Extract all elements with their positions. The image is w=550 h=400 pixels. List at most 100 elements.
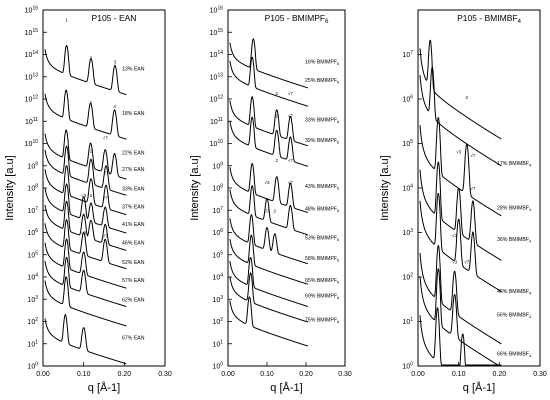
y-tick-base: 10 — [27, 341, 35, 348]
y-tick-exponent: 2 — [220, 317, 223, 323]
series-label-subscript: 6 — [337, 61, 340, 66]
y-tick-label: 106 — [27, 228, 38, 237]
y-tick-base: 10 — [212, 252, 220, 259]
series-label: 56% BMIMBF4 — [497, 312, 532, 319]
y-tick-base: 10 — [402, 97, 410, 104]
y-tick-base: 10 — [402, 230, 410, 237]
y-tick-label: 1016 — [25, 6, 39, 15]
series-curve — [44, 256, 127, 307]
series-label-main: 37% EAN — [122, 205, 145, 211]
series-curve — [229, 38, 309, 89]
series-label-subscript: 6 — [337, 186, 340, 191]
series-curve — [419, 192, 502, 292]
series-label: 52% EAN — [122, 260, 145, 266]
series-label-main: 39% BMIMPF — [305, 138, 337, 144]
y-tick-exponent: 7 — [410, 50, 413, 56]
y-tick-base: 10 — [402, 364, 410, 371]
series-label-subscript: 4 — [529, 163, 532, 168]
peak-index-label: 2 — [90, 148, 93, 153]
peak-index-label: √7 — [288, 180, 293, 185]
series-label-subscript: 4 — [529, 238, 532, 243]
y-tick-exponent: 2 — [410, 273, 413, 279]
y-tick-label: 107 — [212, 206, 223, 215]
series-label-main: 41% EAN — [122, 222, 145, 228]
peak-index-label: √3 — [265, 208, 270, 213]
series-label: 37% EAN — [122, 205, 145, 211]
peak-index-label: 2 — [89, 100, 92, 105]
y-tick-exponent: 2 — [35, 317, 38, 323]
y-tick-base: 10 — [210, 141, 218, 148]
x-tick-label: 0.20 — [118, 371, 132, 378]
y-tick-label: 101 — [212, 339, 223, 348]
y-tick-label: 105 — [27, 250, 38, 259]
series-label: 22% EAN — [122, 151, 145, 157]
series-curve — [44, 89, 127, 140]
series-curve — [44, 200, 127, 251]
y-tick-exponent: 10 — [32, 139, 38, 145]
x-tick-label: 0.10 — [260, 371, 274, 378]
series-label-main: 75% BMIMPF — [305, 318, 337, 324]
y-tick-base: 10 — [212, 275, 220, 282]
x-tick-label: 0.00 — [221, 371, 235, 378]
y-tick-base: 10 — [402, 186, 410, 193]
series-label-subscript: 4 — [529, 207, 532, 212]
series-curve — [229, 256, 309, 307]
series-label: 41% EAN — [122, 222, 145, 228]
series-curve — [44, 44, 127, 96]
series-label: 33% BMIMPF6 — [305, 117, 340, 124]
series-label: 33% EAN — [122, 186, 145, 192]
y-tick-exponent: 14 — [32, 50, 38, 56]
peak-index-label: 2 — [274, 208, 277, 213]
series-curve — [419, 39, 502, 140]
peak-index-label: √7 — [470, 153, 475, 158]
series-label: 17% BMIMBF4 — [497, 161, 532, 168]
series-label-subscript: 4 — [529, 291, 532, 296]
series-label-subscript: 6 — [337, 319, 340, 324]
y-tick-exponent: 4 — [220, 273, 223, 279]
y-tick-base: 10 — [212, 319, 220, 326]
series-label-main: 27% EAN — [122, 167, 145, 173]
series-label-main: 16% BMIMPF — [305, 60, 337, 66]
series-curve — [229, 185, 309, 236]
y-tick-exponent: 0 — [35, 362, 38, 368]
y-tick-label: 107 — [402, 50, 413, 59]
series-curve — [229, 162, 309, 214]
y-tick-label: 103 — [212, 295, 223, 304]
series-curve — [44, 276, 127, 327]
series-label-main: 57% EAN — [122, 278, 145, 284]
y-tick-label: 109 — [212, 161, 223, 170]
y-tick-exponent: 1 — [35, 339, 38, 345]
peak-index-label: √7 — [464, 260, 469, 265]
series-label: 46% EAN — [122, 240, 145, 246]
y-tick-label: 1015 — [210, 28, 224, 37]
series-label-main: 13% EAN — [122, 66, 145, 72]
series-label: 65% BMIMPF6 — [305, 278, 340, 285]
series-label-main: 65% BMIMPF — [305, 278, 337, 284]
series-label-subscript: 4 — [529, 314, 532, 319]
y-tick-exponent: 3 — [220, 295, 223, 301]
series-label: 53% BMIMPF6 — [305, 235, 340, 242]
peak-index-label: 3 — [114, 59, 117, 64]
x-axis-label: q [Å-1] — [270, 381, 302, 394]
series-label-main: 56% BMIMBF — [497, 312, 529, 318]
series-curve — [419, 245, 502, 345]
y-tick-label: 102 — [27, 317, 38, 326]
y-tick-base: 10 — [212, 297, 220, 304]
series-label: 28% BMIMBF4 — [497, 206, 532, 213]
peak-index-label: 2 — [275, 113, 278, 118]
y-tick-exponent: 10 — [217, 139, 223, 145]
series-label: 39% BMIMPF6 — [305, 138, 340, 145]
y-tick-base: 10 — [27, 230, 35, 237]
y-tick-exponent: 9 — [35, 161, 38, 167]
x-tick-label: 0.30 — [533, 371, 547, 378]
series-label-subscript: 6 — [337, 208, 340, 213]
y-tick-exponent: 1 — [220, 339, 223, 345]
series-label-main: 52% EAN — [122, 260, 145, 266]
panel-title: P105 - BMIMBF4 — [457, 13, 521, 25]
peak-index-label: 2 — [275, 91, 278, 96]
y-tick-exponent: 9 — [220, 161, 223, 167]
y-tick-base: 10 — [27, 252, 35, 259]
series-label-subscript: 4 — [529, 353, 532, 358]
series-label-subscript: 6 — [337, 280, 340, 285]
